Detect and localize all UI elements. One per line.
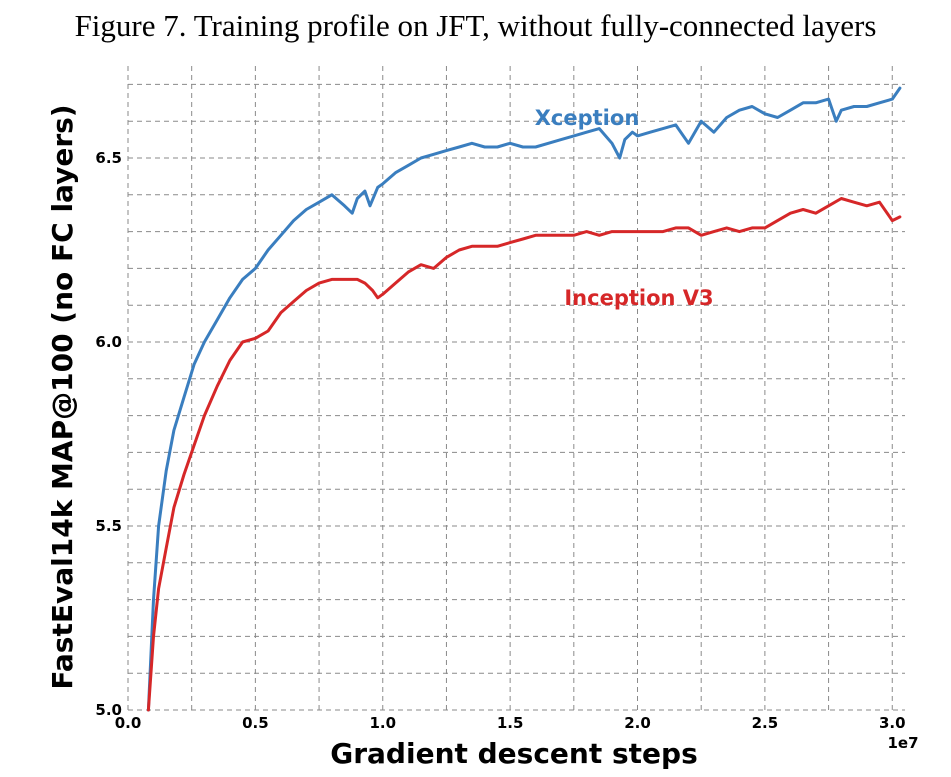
x-tick-label-3: 1.5 xyxy=(497,714,524,732)
x-axis-label: Gradient descent steps xyxy=(330,737,698,770)
tick-labels: 0.0 0.5 1.0 1.5 2.0 2.5 3.0 5.0 5.5 6.0 6.5 xyxy=(95,149,905,732)
x-tick-label-5: 2.5 xyxy=(752,714,779,732)
x-tick-label-0: 0.0 xyxy=(115,714,142,732)
series-label-inception-v3: Inception V3 xyxy=(564,286,713,310)
series-label-xception: Xception xyxy=(535,106,640,130)
series-line-xception xyxy=(146,86,902,712)
y-tick-label-3: 6.5 xyxy=(95,149,122,167)
figure-title: Figure 7. Training profile on JFT, witho… xyxy=(74,8,877,43)
x-tick-label-6: 3.0 xyxy=(879,714,906,732)
x-tick-label-1: 0.5 xyxy=(242,714,269,732)
x-tick-label-4: 2.0 xyxy=(624,714,651,732)
series-layer xyxy=(146,86,902,712)
y-tick-label-1: 5.5 xyxy=(95,517,122,535)
series-line-inception-v3 xyxy=(146,197,902,712)
x-tick-label-2: 1.0 xyxy=(369,714,396,732)
grid xyxy=(127,66,905,711)
y-axis-label: FastEval14k MAP@100 (no FC layers) xyxy=(46,104,79,689)
y-tick-label-0: 5.0 xyxy=(95,701,122,719)
y-tick-label-2: 6.0 xyxy=(95,333,122,351)
x-scale-label: 1e7 xyxy=(887,734,918,752)
